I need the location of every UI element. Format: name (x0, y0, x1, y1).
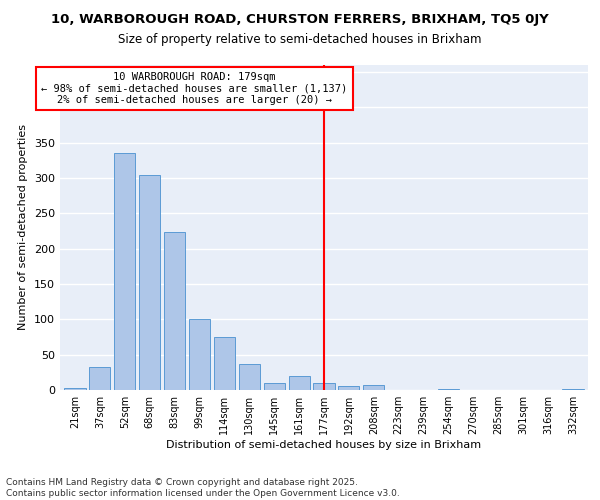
Bar (313, 383, 335, 390)
Text: Contains HM Land Registry data © Crown copyright and database right 2025.
Contai: Contains HM Land Registry data © Crown c… (6, 478, 400, 498)
Bar (338, 386, 359, 390)
Bar (189, 318, 210, 390)
Bar (363, 385, 385, 390)
Text: Size of property relative to semi-detached houses in Brixham: Size of property relative to semi-detach… (118, 32, 482, 46)
Bar (114, 154, 136, 390)
Bar (263, 383, 285, 390)
Bar (64, 388, 86, 390)
X-axis label: Distribution of semi-detached houses by size in Brixham: Distribution of semi-detached houses by … (166, 440, 482, 450)
Y-axis label: Number of semi-detached properties: Number of semi-detached properties (19, 124, 28, 330)
Text: 10, WARBOROUGH ROAD, CHURSTON FERRERS, BRIXHAM, TQ5 0JY: 10, WARBOROUGH ROAD, CHURSTON FERRERS, B… (51, 12, 549, 26)
Bar (89, 366, 110, 390)
Bar (139, 174, 160, 390)
Text: 10 WARBOROUGH ROAD: 179sqm
← 98% of semi-detached houses are smaller (1,137)
2% : 10 WARBOROUGH ROAD: 179sqm ← 98% of semi… (41, 72, 347, 106)
Bar (214, 337, 235, 390)
Bar (164, 232, 185, 390)
Bar (438, 388, 459, 390)
Bar (239, 364, 260, 390)
Bar (289, 376, 310, 390)
